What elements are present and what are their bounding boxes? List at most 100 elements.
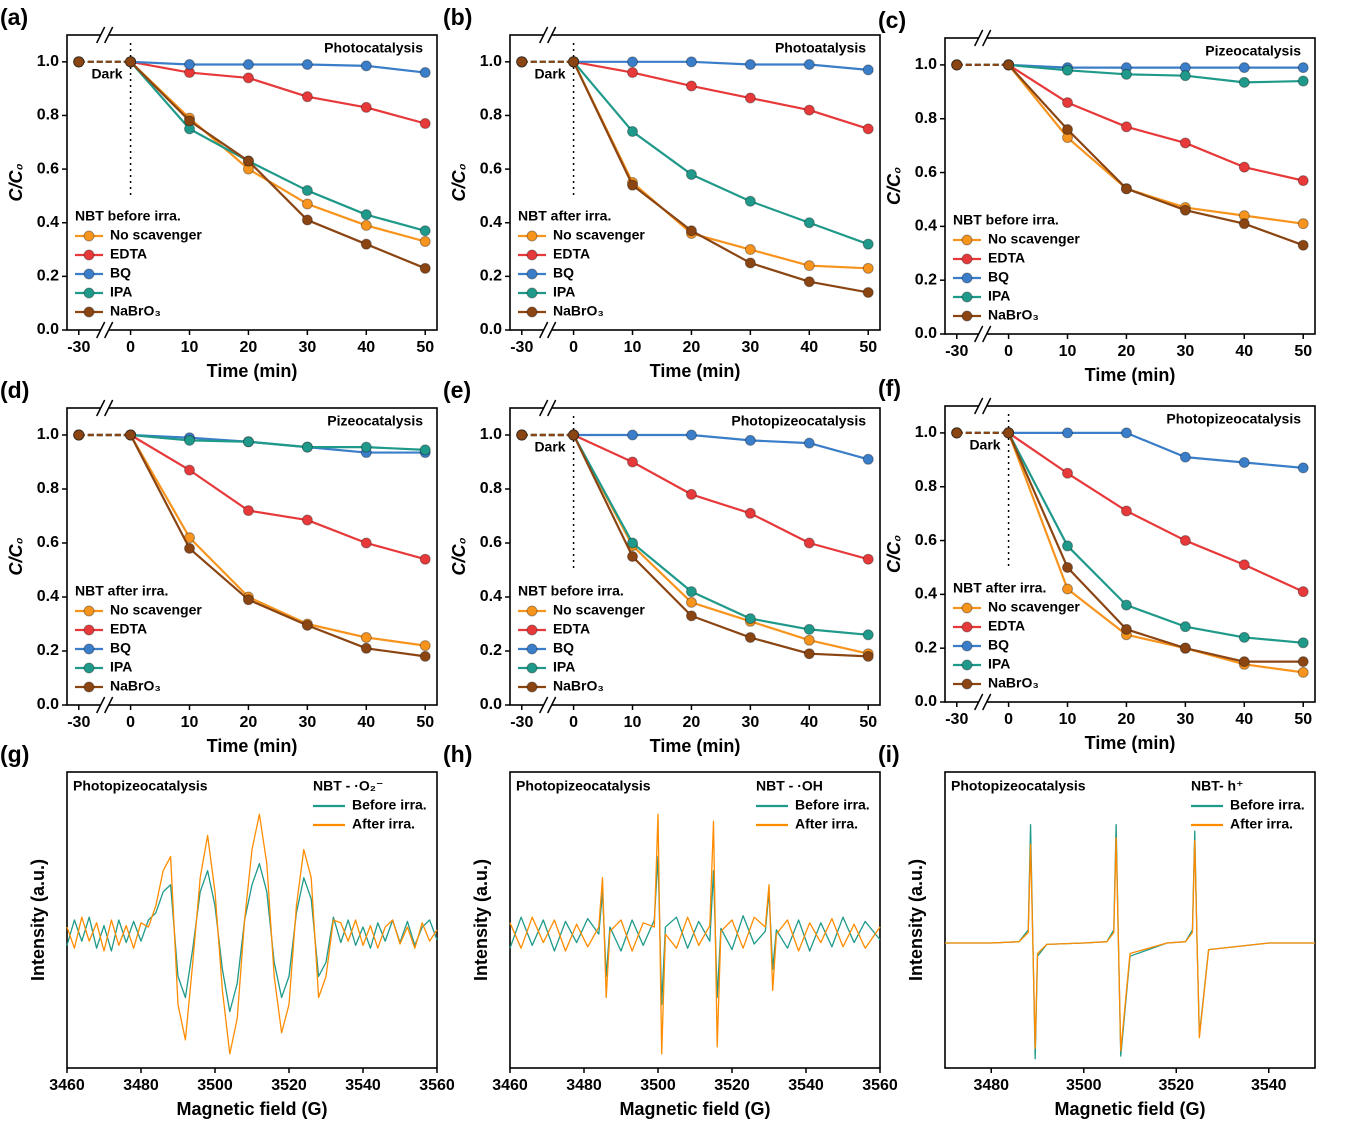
data-point — [1003, 427, 1015, 439]
axis-break — [543, 406, 552, 410]
data-point — [1297, 175, 1309, 187]
legend-swatch — [526, 268, 538, 280]
legend-label: Before irra. — [352, 797, 427, 813]
data-point — [568, 56, 580, 68]
data-point — [685, 610, 697, 622]
legend-title: NBT before irra. — [75, 208, 181, 224]
x-tick-label: 50 — [859, 714, 877, 731]
x-tick-label: 3500 — [197, 1077, 233, 1094]
legend-label: IPA — [553, 659, 575, 675]
legend-swatch — [961, 310, 973, 322]
axis-break — [982, 397, 992, 415]
y-tick-label: 0.6 — [37, 160, 59, 177]
series-line — [130, 434, 426, 561]
data-point — [419, 225, 431, 237]
legend-swatch — [83, 681, 95, 693]
axis-break — [104, 321, 114, 339]
data-point — [1179, 535, 1191, 547]
legend-swatch — [83, 287, 95, 299]
annotation: Photopizeocatalysis — [731, 413, 866, 429]
x-tick-label: 3540 — [788, 1077, 824, 1094]
panel-label: (c) — [878, 7, 906, 33]
axis-break — [100, 406, 109, 410]
y-tick-label: 0.0 — [37, 696, 59, 713]
series-line — [130, 60, 426, 125]
data-point — [184, 434, 196, 446]
legend-label: BQ — [988, 269, 1009, 285]
y-tick-label: 0.4 — [480, 588, 502, 605]
legend-label: EDTA — [110, 246, 147, 262]
data-point — [627, 537, 639, 549]
y-axis-title: C/C₀ — [449, 537, 469, 575]
legend-label: EDTA — [110, 621, 147, 637]
x-tick-label: 50 — [1294, 711, 1312, 728]
data-point — [1238, 218, 1250, 230]
series-line — [1007, 432, 1304, 644]
plot-frame — [944, 405, 1316, 703]
annotation: Photopizeocatalysis — [73, 778, 208, 794]
x-tick-label: 3520 — [271, 1077, 307, 1094]
annotation: Pizeocatalysis — [327, 413, 423, 429]
data-point — [1297, 75, 1309, 87]
y-tick-label: 0.4 — [37, 214, 59, 231]
x-tick-label: 10 — [181, 714, 199, 731]
data-point — [744, 613, 756, 625]
x-axis-title: Time (min) — [1085, 733, 1176, 753]
data-point — [862, 262, 874, 274]
x-axis-title: Time (min) — [650, 736, 741, 756]
legend-title: NBT before irra. — [953, 212, 1059, 228]
data-point — [419, 640, 431, 652]
legend-label: NaBrO₃ — [553, 678, 604, 694]
legend-label: No scavenger — [988, 599, 1080, 615]
y-tick-label: 0.8 — [480, 107, 502, 124]
legend-title: NBT after irra. — [518, 208, 611, 224]
dark-label: Dark — [534, 439, 565, 455]
x-tick-label: 40 — [800, 714, 818, 731]
x-tick-label: 0 — [126, 714, 135, 731]
axis-break — [96, 321, 106, 339]
data-point — [862, 286, 874, 298]
data-point — [862, 64, 874, 76]
x-tick-label: 10 — [181, 339, 199, 356]
x-tick-label: -30 — [67, 339, 90, 356]
legend-label: After irra. — [1230, 816, 1293, 832]
data-point — [627, 429, 639, 441]
axis-break — [982, 693, 992, 711]
series-line — [573, 433, 869, 561]
data-point — [301, 514, 313, 526]
axis-break — [978, 332, 987, 336]
legend-label: IPA — [988, 656, 1010, 672]
axis-break — [100, 328, 109, 332]
x-tick-label: 3540 — [345, 1077, 381, 1094]
y-tick-label: 0.6 — [915, 164, 937, 181]
x-tick-label: 0 — [1004, 711, 1013, 728]
series-line — [509, 813, 881, 1055]
data-point — [419, 553, 431, 565]
axis-break — [978, 700, 987, 704]
y-axis-title: C/C₀ — [6, 537, 26, 575]
x-tick-label: 30 — [298, 714, 316, 731]
data-point — [242, 59, 254, 70]
legend-label: IPA — [988, 288, 1010, 304]
y-tick-label: 0.6 — [37, 534, 59, 551]
axis-break — [982, 29, 992, 47]
data-point — [419, 444, 431, 456]
series-line — [509, 855, 881, 1006]
data-point — [360, 238, 372, 250]
series-line — [1007, 432, 1304, 593]
data-point — [1120, 121, 1132, 133]
data-point — [862, 453, 874, 465]
legend-label: EDTA — [553, 246, 590, 262]
data-point — [184, 59, 196, 70]
data-point — [685, 56, 697, 68]
axis-break — [539, 399, 549, 417]
data-point — [301, 91, 313, 103]
data-point — [744, 92, 756, 104]
data-point — [803, 104, 815, 116]
legend-label: No scavenger — [553, 227, 645, 243]
data-point — [803, 59, 815, 70]
panel: -30 0 10 20 30 40 50 0.0 0.2 0.4 0.6 0.8 1.0 Time (mi… — [878, 7, 1316, 385]
panel: 3460 3480 3500 3520 3540 3560 Magnetic field (… — [443, 741, 898, 1119]
data-point — [1062, 64, 1074, 76]
data-point — [360, 642, 372, 654]
